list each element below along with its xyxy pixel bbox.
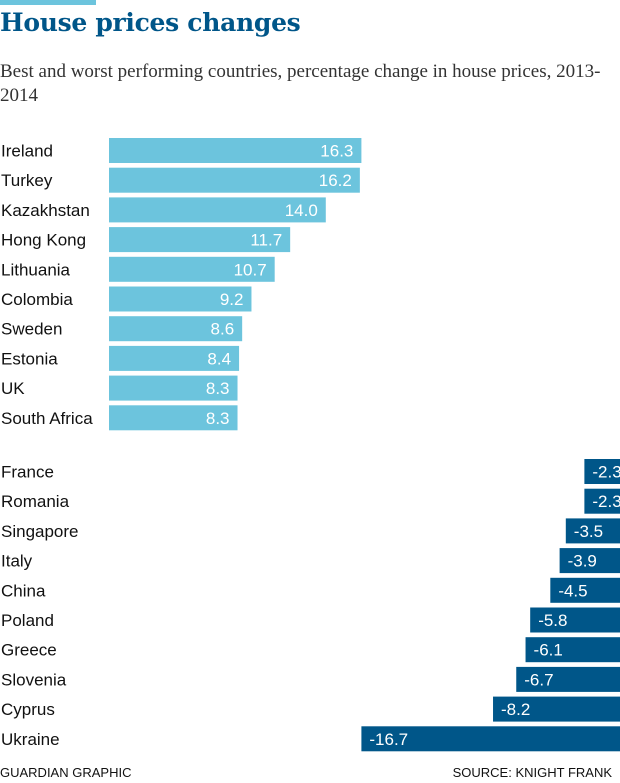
bar (109, 167, 360, 193)
value-label: -5.8 (538, 611, 567, 630)
category-label: Estonia (1, 349, 58, 368)
category-label: Colombia (1, 290, 73, 309)
category-label: Turkey (1, 171, 53, 190)
bar (584, 459, 620, 484)
category-label: Hong Kong (1, 231, 86, 250)
bar (550, 577, 620, 603)
bar (109, 345, 240, 371)
category-label: Ireland (1, 142, 53, 161)
category-label: Slovenia (1, 670, 67, 689)
category-label: Italy (1, 552, 33, 571)
bar (109, 227, 291, 253)
bar (109, 405, 238, 431)
value-label: 8.3 (206, 409, 230, 428)
bar (493, 696, 620, 722)
value-label: 8.3 (206, 379, 230, 398)
source-label: SOURCE: KNIGHT FRANK (452, 765, 612, 780)
bar (109, 316, 243, 342)
value-label: 11.7 (250, 231, 282, 250)
category-label: Poland (1, 611, 54, 630)
value-label: 16.3 (320, 142, 353, 161)
bar (109, 256, 275, 282)
chart-title: House prices changes (0, 8, 301, 37)
value-label: 16.2 (319, 171, 352, 190)
category-label: Romania (1, 492, 70, 511)
bar (516, 666, 620, 692)
value-label: 9.2 (220, 290, 244, 309)
category-label: South Africa (1, 409, 93, 428)
value-label: -3.9 (568, 552, 597, 571)
category-label: Kazakhstan (1, 201, 90, 220)
bar (584, 488, 620, 514)
bar (109, 197, 326, 223)
category-label: Greece (1, 641, 57, 660)
category-label: UK (1, 379, 25, 398)
bar (109, 375, 238, 401)
category-label: Ukraine (1, 730, 60, 749)
category-label: Singapore (1, 522, 79, 541)
chart-subtitle: Best and worst performing countries, per… (0, 61, 601, 106)
value-label: 10.7 (234, 260, 267, 279)
value-label: -2.3 (592, 492, 620, 511)
value-label: -2.3 (592, 463, 620, 482)
category-label: France (1, 463, 54, 482)
value-label: 8.4 (207, 349, 231, 368)
value-label: 8.6 (211, 320, 235, 339)
value-label: 14.0 (285, 201, 318, 220)
bar (565, 518, 620, 544)
bar (525, 637, 620, 663)
value-label: -6.1 (534, 641, 563, 660)
value-label: -4.5 (558, 581, 587, 600)
category-label: Cyprus (1, 700, 55, 719)
value-label: -16.7 (369, 730, 408, 749)
accent-bar (0, 0, 96, 5)
value-label: -3.5 (574, 522, 603, 541)
value-label: -6.7 (524, 670, 553, 689)
category-label: Sweden (1, 320, 62, 339)
category-label: Lithuania (1, 260, 71, 279)
bar (559, 548, 620, 574)
bar (530, 607, 620, 633)
bar (109, 286, 252, 312)
bar (109, 138, 362, 163)
value-label: -8.2 (501, 700, 530, 719)
credit-label: GUARDIAN GRAPHIC (0, 765, 132, 780)
bar (361, 726, 620, 752)
category-label: China (1, 581, 46, 600)
